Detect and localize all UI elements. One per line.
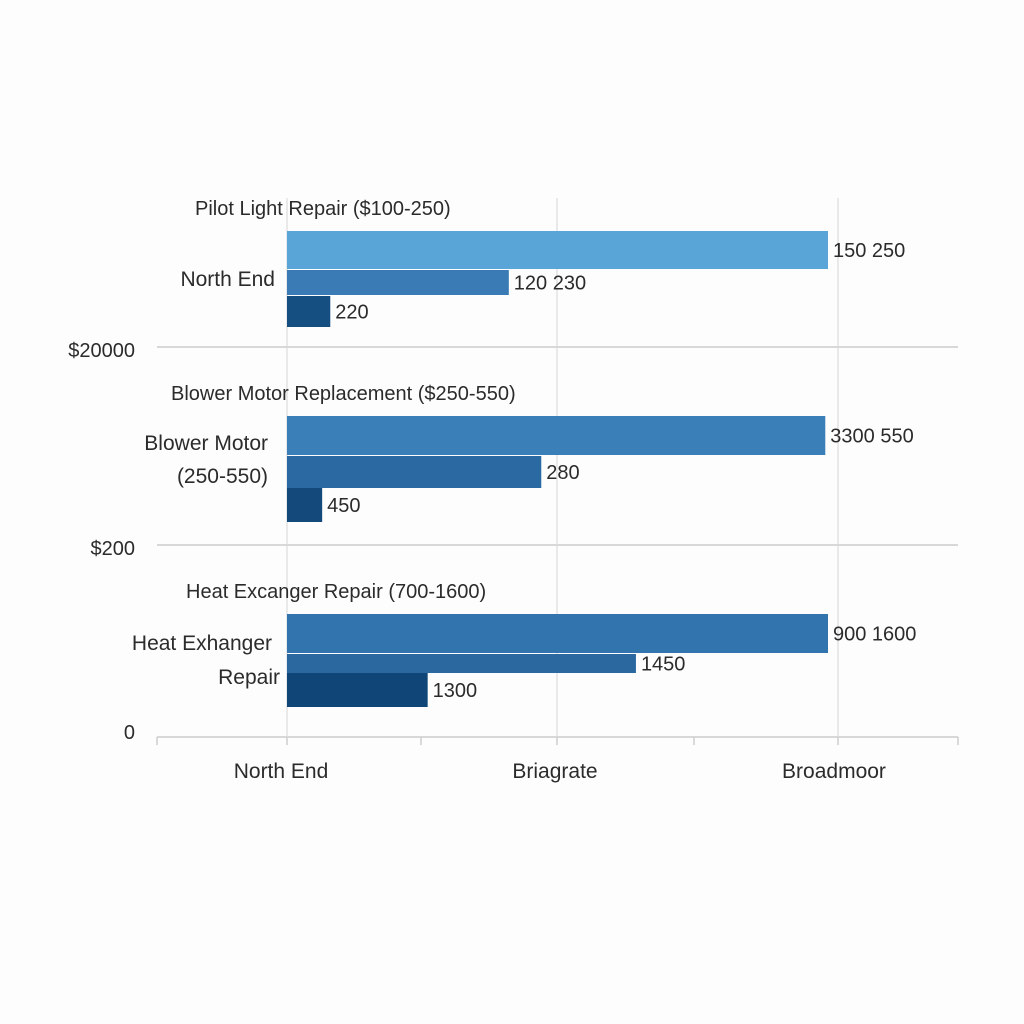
bar xyxy=(287,416,826,455)
group-label: Repair xyxy=(218,666,280,689)
x-tick-label: Briagrate xyxy=(512,760,597,783)
bar xyxy=(287,296,331,327)
x-tick-label: North End xyxy=(234,760,329,783)
group-label: North End xyxy=(180,268,275,291)
group-label: Blower Motor xyxy=(144,432,268,455)
bar xyxy=(287,654,636,673)
bar-data-label: 220 xyxy=(335,302,368,324)
bar xyxy=(287,270,509,295)
bar xyxy=(287,456,542,488)
bar-data-label: 1450 xyxy=(641,654,686,676)
group-heading: Blower Motor Replacement ($250-550) xyxy=(171,383,516,405)
group-heading: Pilot Light Repair ($100-250) xyxy=(195,198,451,220)
bar xyxy=(287,673,428,707)
bar-data-label: 450 xyxy=(327,495,360,517)
y-tick-label: 0 xyxy=(124,722,135,744)
bar xyxy=(287,614,828,653)
group-label: (250-550) xyxy=(177,465,268,488)
bar-data-label: 120 230 xyxy=(514,273,586,295)
bar-data-label: 280 xyxy=(546,462,579,484)
bar-data-label: 1300 xyxy=(433,680,478,702)
bar-data-label: 150 250 xyxy=(833,240,905,262)
y-tick-label: $20000 xyxy=(68,340,135,362)
bar-data-label: 900 1600 xyxy=(833,624,916,646)
bar xyxy=(287,231,828,269)
group-heading: Heat Excanger Repair (700-1600) xyxy=(186,581,486,603)
bar xyxy=(287,488,323,522)
group-label: Heat Exhanger xyxy=(132,632,272,655)
bar-data-label: 3300 550 xyxy=(830,426,913,448)
y-tick-label: $200 xyxy=(91,538,136,560)
x-tick-label: Broadmoor xyxy=(782,760,886,783)
